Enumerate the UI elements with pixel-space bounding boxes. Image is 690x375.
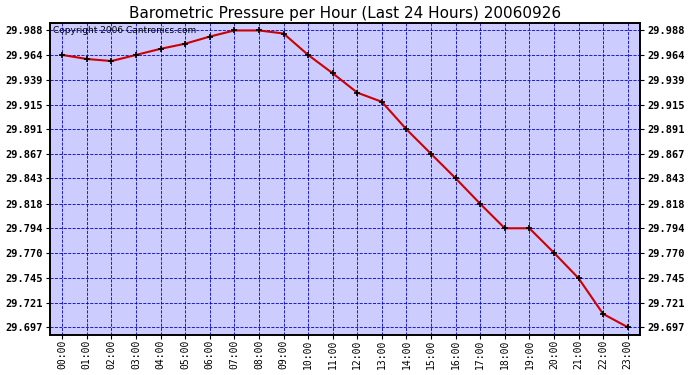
Text: Copyright 2006 Cantronics.com: Copyright 2006 Cantronics.com bbox=[53, 26, 196, 35]
Title: Barometric Pressure per Hour (Last 24 Hours) 20060926: Barometric Pressure per Hour (Last 24 Ho… bbox=[129, 6, 561, 21]
